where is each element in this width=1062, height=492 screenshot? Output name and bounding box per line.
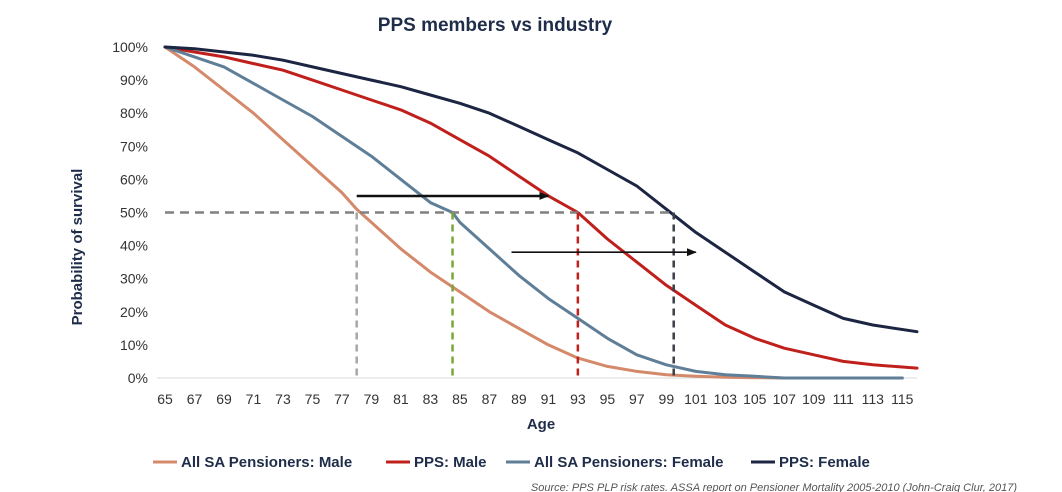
x-tick-label: 113 <box>862 391 885 407</box>
y-tick-label: 80% <box>120 105 148 121</box>
y-tick-label: 30% <box>120 271 148 287</box>
series-line-4 <box>163 45 919 334</box>
y-tick-label: 40% <box>120 238 148 254</box>
y-tick-label: 70% <box>120 138 148 154</box>
legend-label-4: PPS: Female <box>779 454 870 471</box>
x-tick-label: 77 <box>334 391 350 407</box>
x-tick-label: 91 <box>541 391 557 407</box>
x-tick-label: 101 <box>684 391 708 407</box>
series-line-1 <box>163 45 904 380</box>
legend: All SA Pensioners: Male PPS: Male All SA P… <box>153 454 870 471</box>
x-tick-label: 69 <box>216 391 232 407</box>
plot-area <box>157 45 919 380</box>
x-tick-label: 99 <box>659 391 675 407</box>
x-tick-label: 103 <box>714 391 738 407</box>
y-axis: 0% 10% 20% 30% 40% 50% 60% 70% 80% 90% 100% <box>112 39 148 386</box>
series-line-2 <box>163 45 919 370</box>
x-tick-label: 75 <box>305 391 321 407</box>
x-tick-label: 109 <box>802 391 826 407</box>
x-tick-label: 115 <box>891 391 914 407</box>
y-tick-label: 100% <box>112 39 148 55</box>
x-tick-label: 87 <box>482 391 498 407</box>
x-tick-label: 95 <box>600 391 616 407</box>
y-tick-label: 10% <box>120 337 148 353</box>
series-line-3 <box>163 45 904 380</box>
y-tick-label: 50% <box>120 205 148 221</box>
x-tick-label: 85 <box>452 391 468 407</box>
x-tick-label: 111 <box>833 391 854 407</box>
legend-label-2: PPS: Male <box>414 454 487 471</box>
x-tick-label: 79 <box>364 391 380 407</box>
x-tick-label: 67 <box>187 391 203 407</box>
x-tick-label: 89 <box>511 391 527 407</box>
y-axis-label: Probability of survival <box>69 169 86 326</box>
chart-title: PPS members vs industry <box>378 15 613 36</box>
x-tick-label: 97 <box>629 391 645 407</box>
x-tick-label: 65 <box>157 391 173 407</box>
x-axis: 65 67 69 71 73 75 77 79 81 83 85 87 89 91 93 95 97 99 101 1… <box>157 391 913 407</box>
x-tick-label: 71 <box>246 391 262 407</box>
y-tick-label: 60% <box>120 171 148 187</box>
y-tick-label: 20% <box>120 304 148 320</box>
x-tick-label: 93 <box>570 391 586 407</box>
x-tick-label: 107 <box>773 391 797 407</box>
x-tick-label: 105 <box>743 391 767 407</box>
x-tick-label: 73 <box>275 391 291 407</box>
y-tick-label: 90% <box>120 72 148 88</box>
x-axis-label: Age <box>527 416 555 433</box>
x-tick-label: 81 <box>393 391 409 407</box>
y-tick-label: 0% <box>128 370 148 386</box>
source-note: Source: PPS PLP risk rates. ASSA report … <box>531 482 1017 492</box>
legend-label-3: All SA Pensioners: Female <box>534 454 724 471</box>
x-tick-label: 83 <box>423 391 439 407</box>
legend-label-1: All SA Pensioners: Male <box>181 454 352 471</box>
